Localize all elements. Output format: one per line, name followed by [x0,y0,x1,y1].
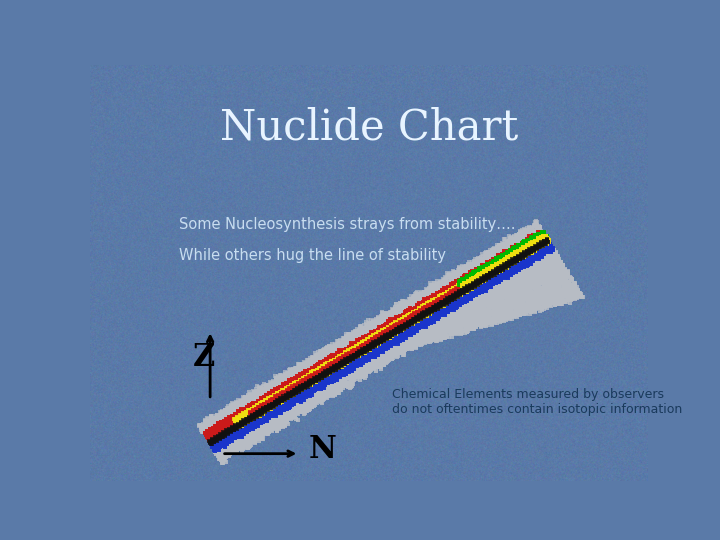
Text: Z: Z [193,342,215,373]
Text: Chemical Elements measured by observers
do not oftentimes contain isotopic infor: Chemical Elements measured by observers … [392,388,683,416]
Text: N: N [309,434,336,465]
Text: While others hug the line of stability: While others hug the line of stability [179,248,446,264]
Text: Nuclide Chart: Nuclide Chart [220,107,518,149]
Text: Some Nucleosynthesis strays from stability….: Some Nucleosynthesis strays from stabili… [179,218,516,232]
